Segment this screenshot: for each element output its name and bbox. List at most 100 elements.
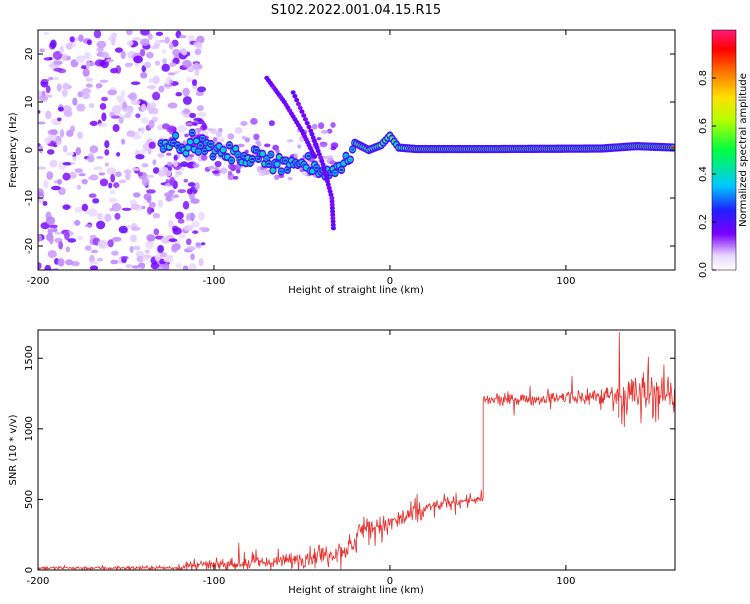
noise-blob [207, 165, 215, 170]
noise-blob [127, 105, 134, 114]
noise-blob [182, 96, 192, 105]
noise-blob [157, 245, 165, 253]
noise-blob [193, 62, 200, 71]
noise-blob [41, 78, 50, 83]
noise-blob [219, 137, 225, 143]
noise-blob [192, 163, 200, 168]
noise-blob [152, 75, 160, 85]
noise-blob [262, 170, 270, 176]
streak-blob [330, 215, 336, 221]
noise-blob [61, 53, 67, 62]
noise-blob [43, 31, 50, 36]
noise-blob [179, 34, 187, 39]
snr-x-axis: -200 -100 0 100 [27, 330, 575, 587]
noise-blob [118, 116, 124, 124]
noise-blob [161, 236, 171, 244]
streak-blob [330, 209, 336, 214]
noise-blob [182, 200, 190, 210]
streak-blob [310, 135, 316, 140]
noise-blob [59, 45, 64, 55]
noise-blob [169, 79, 174, 84]
noise-blob [38, 262, 42, 270]
noise-blob [219, 167, 228, 174]
noise-blob [104, 162, 109, 167]
noise-blob [268, 120, 275, 127]
noise-blob [137, 172, 143, 177]
noise-blob [105, 58, 115, 63]
streak-blob [322, 168, 328, 174]
noise-blob [274, 174, 280, 181]
noise-blob [264, 143, 271, 148]
noise-blob [286, 139, 294, 143]
noise-blob [78, 34, 84, 42]
noise-blob [167, 72, 176, 76]
ridge-core [250, 157, 255, 161]
ridge-core [196, 150, 201, 153]
streak-blob [327, 189, 333, 194]
x-tick-label: 100 [556, 576, 575, 587]
noise-blob [118, 179, 127, 184]
noise-blob [120, 255, 129, 260]
noise-blob [253, 133, 260, 141]
snr-series-line [38, 331, 675, 570]
noise-blob [39, 48, 45, 53]
noise-blob [114, 212, 121, 220]
noise-blob [108, 197, 118, 203]
ridge-core [306, 154, 311, 158]
ridge-core [350, 148, 355, 151]
ridge-core [348, 158, 353, 161]
noise-blob [146, 51, 154, 59]
y-tick-label: 0 [24, 567, 35, 573]
noise-blob [130, 99, 141, 105]
noise-blob [191, 122, 198, 126]
noise-blob [71, 260, 80, 267]
noise-blob [182, 59, 192, 68]
noise-blob [139, 38, 150, 47]
streak-blob [330, 219, 336, 224]
streak-blob [330, 222, 336, 228]
y-tick-label: -20 [24, 238, 35, 254]
noise-blob [169, 62, 177, 67]
noise-blob [135, 153, 145, 160]
noise-blob [96, 47, 104, 53]
noise-blob [88, 103, 95, 109]
colorbar-tick-label: 0.0 [698, 262, 709, 278]
noise-blob [174, 70, 180, 75]
noise-blob [287, 176, 293, 181]
noise-blob [88, 193, 97, 198]
noise-blob [101, 112, 107, 122]
noise-blob [136, 256, 144, 263]
noise-blob [148, 201, 156, 209]
noise-blob [168, 190, 176, 194]
noise-blob [169, 42, 174, 50]
ridge-core [225, 155, 230, 159]
x-tick-label: 0 [387, 276, 393, 287]
y-tick-label: 10 [24, 96, 35, 109]
noise-blob [89, 260, 99, 265]
streak-blob [323, 172, 329, 177]
noise-blob [145, 240, 155, 250]
noise-blob [192, 230, 199, 234]
noise-blob [175, 91, 183, 97]
y-tick-label: 1500 [24, 346, 35, 371]
noise-blob [244, 137, 250, 143]
noise-blob [227, 163, 235, 170]
noise-blob [110, 173, 116, 183]
ridge-core [670, 146, 675, 149]
streak-blob [329, 202, 335, 207]
ridge-core [304, 166, 309, 169]
ridge-core [233, 147, 238, 150]
ridge-core [256, 157, 261, 161]
noise-blob [163, 256, 174, 263]
noise-blob [190, 253, 195, 261]
noise-blob [130, 226, 141, 231]
noise-blob [104, 149, 110, 156]
noise-blob [197, 111, 207, 118]
noise-blob [59, 129, 65, 138]
noise-blob [175, 173, 180, 178]
colorbar-label: Normalized spectral amplitude [738, 73, 749, 227]
noise-blob [115, 171, 122, 178]
noise-blob [125, 171, 131, 181]
streak-blob [304, 120, 310, 126]
